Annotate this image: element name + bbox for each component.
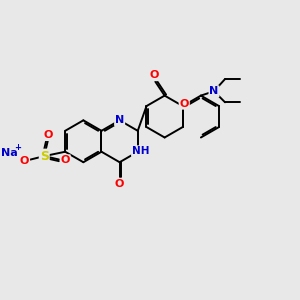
Text: O: O <box>61 155 70 165</box>
Text: O: O <box>149 70 159 80</box>
Text: S: S <box>40 150 49 163</box>
Text: NH: NH <box>132 146 149 156</box>
Text: Na: Na <box>1 148 18 158</box>
Text: N: N <box>115 115 124 125</box>
Text: O: O <box>179 99 189 109</box>
Text: O: O <box>44 130 53 140</box>
Text: +: + <box>15 143 22 152</box>
Text: N: N <box>209 86 219 96</box>
Text: O: O <box>20 156 29 166</box>
Text: O: O <box>115 179 124 189</box>
